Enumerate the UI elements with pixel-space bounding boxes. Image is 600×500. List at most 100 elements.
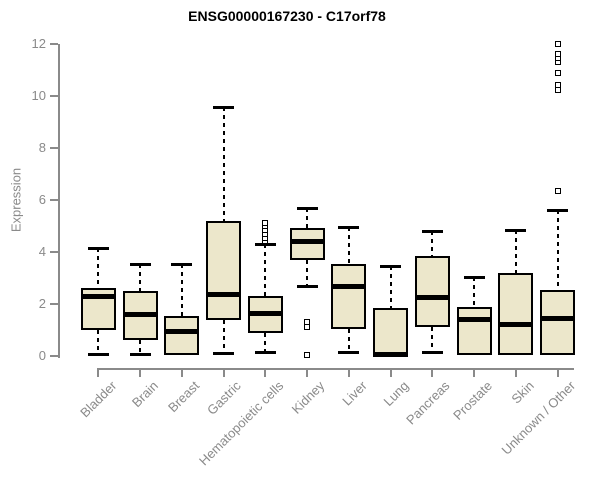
upper-whisker [222,107,225,221]
outlier-point [554,50,561,57]
x-tick-mark [306,370,309,377]
outlier-point [304,324,311,331]
x-tick-mark [389,370,392,377]
y-tick-label: 0 [38,348,46,363]
upper-whisker-cap [421,230,443,233]
upper-whisker [180,263,183,316]
y-tick-mark [50,250,58,253]
lower-whisker-cap [338,350,360,354]
outlier-point [262,220,269,227]
x-tick-mark [556,370,559,377]
y-tick-label: 8 [38,139,46,155]
x-tick-mark [514,370,517,377]
x-tick-mark [180,370,183,377]
x-axis-line [97,368,574,370]
upper-whisker-cap [463,275,485,279]
box [206,220,242,320]
x-category-label: Pancreas [403,378,453,428]
x-category-label: Lung [380,378,412,410]
outlier-point [304,351,311,358]
upper-whisker [556,210,559,290]
y-tick-mark [50,355,58,357]
lower-whisker [222,319,225,354]
median-line [456,317,492,323]
upper-whisker [431,231,434,256]
lower-whisker [97,329,100,355]
chart-title: ENSG00000167230 - C17orf78 [188,8,386,24]
lower-whisker [306,259,309,287]
x-tick-mark [347,370,350,377]
x-category-label: Breast [165,378,203,416]
lower-whisker [264,332,267,353]
upper-whisker-cap [171,262,193,266]
y-tick-mark [50,94,58,97]
lower-whisker-cap [87,352,109,356]
x-tick-mark [473,370,476,377]
upper-whisker-cap [213,106,235,110]
box [414,255,450,328]
x-tick-mark [222,370,225,377]
median-line [373,351,409,357]
x-tick-mark [139,370,142,377]
lower-whisker-cap [296,284,318,288]
x-tick-mark [431,370,434,377]
upper-whisker [389,266,392,308]
x-category-label: Skin [508,378,537,407]
x-category-label: Prostate [449,378,495,423]
median-line [206,292,242,298]
upper-whisker [347,227,350,264]
y-tick-mark [50,302,58,305]
upper-whisker-cap [547,209,569,213]
box [498,272,534,355]
lower-whisker-cap [254,350,276,354]
lower-whisker-cap [129,352,151,356]
lower-whisker [347,328,350,353]
upper-whisker [514,229,517,273]
upper-whisker-cap [87,246,109,250]
y-tick-label: 2 [38,295,46,311]
box [164,315,200,355]
lower-whisker-cap [213,351,235,355]
box [456,306,492,355]
upper-whisker [97,247,100,289]
upper-whisker-cap [296,206,318,210]
median-line [331,284,367,290]
median-line [498,322,534,328]
x-category-label: Brain [128,378,161,411]
box [289,228,325,260]
x-tick-mark [97,370,100,377]
outlier-point [554,40,561,47]
upper-whisker-cap [505,228,527,232]
box [540,289,576,355]
median-line [164,328,200,334]
median-line [122,311,158,317]
y-tick-label: 10 [31,87,46,103]
x-category-label: Kidney [289,378,328,417]
lower-whisker-cap [421,351,443,355]
y-tick-label: 6 [38,191,46,207]
upper-whisker-cap [380,265,402,269]
outlier-point [554,82,561,89]
outlier-point [554,70,561,77]
box [373,307,409,356]
y-axis-line [58,43,60,358]
y-tick-label: 12 [31,35,46,51]
y-tick-mark [50,198,58,201]
x-category-label: Unknown / Other [498,378,579,458]
lower-whisker [431,327,434,354]
box [331,263,367,329]
y-tick-label: 4 [38,243,46,259]
x-category-label: Gastric [204,378,245,418]
upper-whisker [264,244,267,297]
x-category-label: Liver [338,378,370,409]
upper-whisker-cap [254,243,276,247]
x-category-label: Bladder [76,378,119,421]
y-tick-mark [50,146,58,149]
outlier-point [554,87,561,94]
median-line [289,238,325,244]
outlier-point [554,187,561,194]
median-line [540,315,576,321]
lower-whisker [139,340,142,355]
upper-whisker [473,276,476,307]
